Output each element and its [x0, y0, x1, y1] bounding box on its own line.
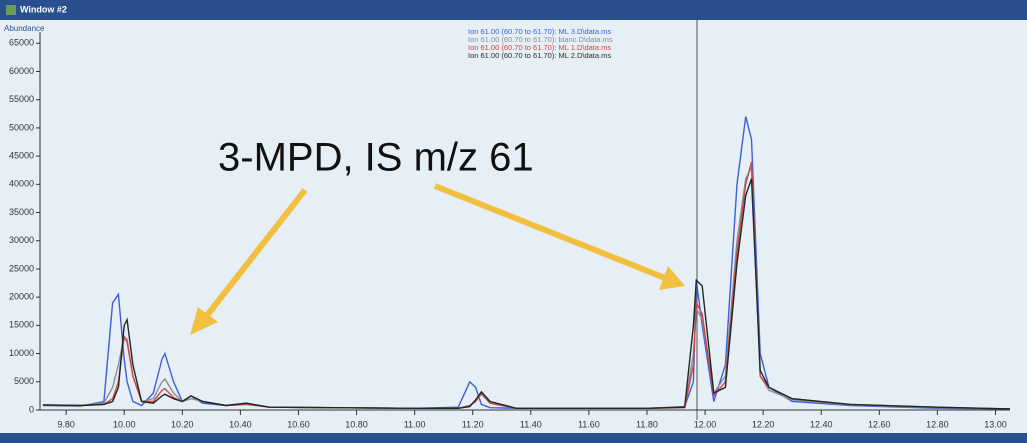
y-axis-label: Abundance	[4, 24, 45, 33]
annotation: 3-MPD, IS m/z 61	[218, 136, 534, 180]
x-tick-label: 12.80	[926, 419, 949, 429]
x-tick-label: 12.40	[810, 419, 833, 429]
y-tick-label: 60000	[9, 66, 34, 76]
y-tick-label: 20000	[9, 292, 34, 302]
y-tick-label: 40000	[9, 179, 34, 189]
y-tick-label: 10000	[9, 348, 34, 358]
x-tick-label: 12.20	[752, 419, 775, 429]
x-tick-label: 10.80	[345, 419, 368, 429]
window-icon	[6, 5, 16, 15]
legend-entry: Ion 61.00 (60.70 to 61.70): ML 2.D\data.…	[468, 51, 611, 60]
y-tick-label: 45000	[9, 150, 34, 160]
screen-background	[0, 0, 1027, 443]
y-tick-label: 5000	[14, 376, 34, 386]
x-tick-label: 10.40	[229, 419, 252, 429]
y-tick-label: 65000	[9, 38, 34, 48]
x-tick-label: 12.60	[868, 419, 891, 429]
x-tick-label: 10.60	[287, 419, 310, 429]
y-tick-label: 30000	[9, 235, 34, 245]
y-tick-label: 35000	[9, 207, 34, 217]
y-tick-label: 15000	[9, 320, 34, 330]
x-tick-label: 11.60	[578, 419, 600, 429]
x-tick-label: 10.00	[113, 419, 136, 429]
window-title: Window #2	[20, 4, 67, 14]
x-tick-label: 13.00	[984, 419, 1007, 429]
x-tick-label: 11.00	[404, 419, 426, 429]
x-tick-label: 11.20	[462, 419, 484, 429]
bottom-border	[0, 433, 1027, 443]
x-tick-label: 10.20	[171, 419, 194, 429]
x-tick-label: 12.00	[694, 419, 717, 429]
y-tick-label: 55000	[9, 94, 34, 104]
x-tick-label: 11.80	[636, 419, 658, 429]
chart: Window #2 Abundance 3-MPD, IS m/z 61 0 50…	[0, 0, 1027, 443]
title-bar	[0, 0, 1027, 20]
y-tick-label: 25000	[9, 263, 34, 273]
y-tick-label: 50000	[9, 122, 34, 132]
x-tick-label: 9.80	[57, 419, 75, 429]
y-tick-label: 0	[29, 404, 34, 414]
x-tick-label: 11.40	[520, 419, 542, 429]
